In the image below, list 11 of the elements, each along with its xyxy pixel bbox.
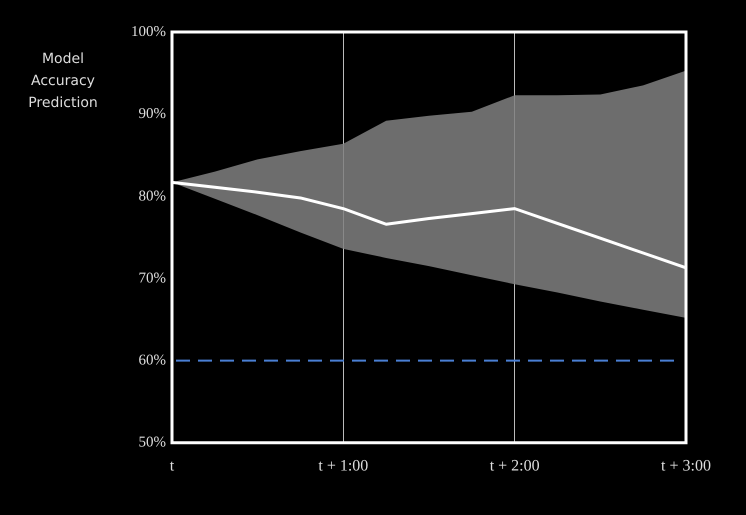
y-tick-label: 90% (138, 106, 166, 122)
x-tick-label: t + 1:00 (318, 458, 368, 475)
y-tick-label: 80% (138, 188, 166, 204)
x-tick-label: t (170, 458, 175, 475)
y-tick-label: 60% (138, 352, 166, 369)
y-tick-label: 50% (138, 434, 166, 451)
y-axis-title: Model Accuracy Prediction (27, 50, 99, 113)
y-tick-label: 70% (138, 270, 166, 286)
y-tick-label: 100% (130, 24, 166, 40)
x-tick-label: t + 2:00 (490, 458, 540, 475)
x-tick-label: t + 3:00 (661, 458, 711, 475)
